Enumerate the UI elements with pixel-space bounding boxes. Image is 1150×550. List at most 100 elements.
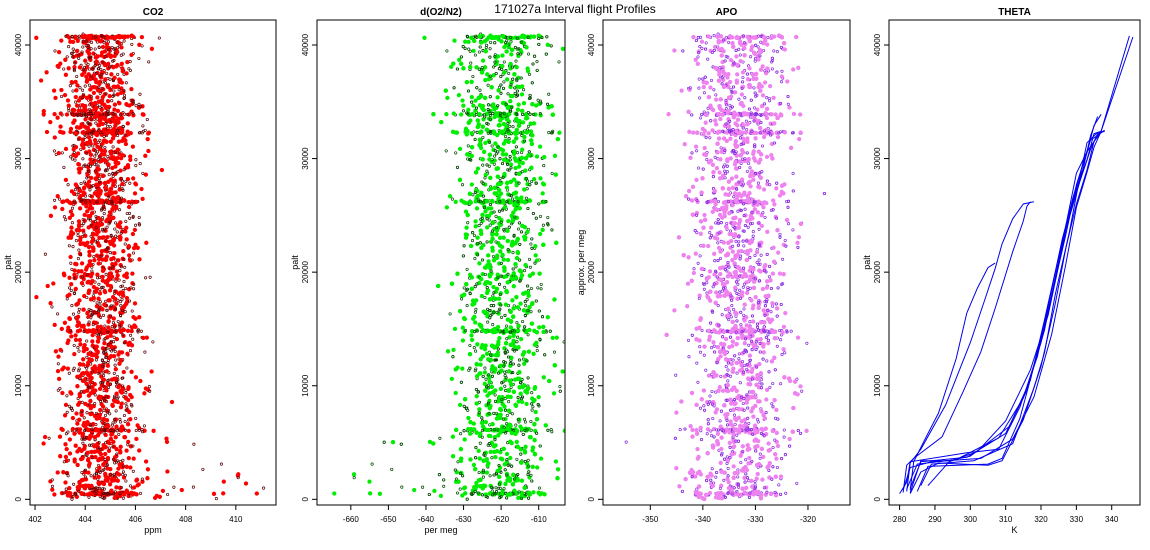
data-point bbox=[92, 473, 96, 477]
data-point bbox=[114, 409, 118, 413]
data-point bbox=[480, 424, 486, 429]
data-point bbox=[121, 369, 126, 375]
data-point bbox=[87, 128, 92, 133]
data-point bbox=[128, 216, 132, 220]
data-point bbox=[109, 344, 114, 350]
data-point bbox=[114, 447, 119, 452]
data-point bbox=[116, 133, 120, 138]
data-point bbox=[100, 274, 105, 280]
data-point bbox=[105, 225, 109, 229]
data-point bbox=[532, 437, 537, 443]
data-point bbox=[532, 452, 538, 457]
data-point bbox=[531, 351, 536, 356]
data-point bbox=[82, 416, 86, 420]
data-point bbox=[70, 157, 74, 161]
data-point bbox=[526, 386, 531, 391]
data-point bbox=[126, 428, 131, 434]
data-point bbox=[390, 439, 396, 445]
data-point bbox=[109, 377, 115, 382]
data-point bbox=[115, 380, 119, 384]
data-point bbox=[515, 107, 521, 112]
data-point bbox=[523, 156, 529, 161]
data-point bbox=[468, 431, 473, 436]
data-point bbox=[104, 92, 108, 96]
data-point bbox=[142, 391, 147, 396]
data-point bbox=[86, 179, 92, 184]
data-point bbox=[504, 185, 510, 190]
data-point bbox=[104, 248, 108, 252]
data-point bbox=[521, 291, 526, 296]
data-point bbox=[118, 444, 123, 449]
data-point bbox=[535, 60, 539, 64]
data-point bbox=[93, 149, 98, 153]
data-point bbox=[96, 188, 101, 193]
data-point bbox=[503, 370, 507, 374]
data-point bbox=[93, 47, 97, 51]
data-point bbox=[97, 155, 101, 159]
data-point bbox=[508, 158, 512, 162]
data-point bbox=[84, 39, 88, 43]
data-point bbox=[69, 51, 74, 55]
data-point bbox=[94, 471, 98, 475]
data-point bbox=[98, 115, 104, 120]
data-point bbox=[540, 35, 544, 40]
data-point bbox=[478, 362, 483, 367]
data-point bbox=[129, 325, 135, 330]
data-point bbox=[483, 366, 487, 370]
data-point bbox=[480, 258, 485, 262]
data-point bbox=[88, 188, 92, 192]
data-point bbox=[221, 491, 226, 496]
x-tick-label: 406 bbox=[129, 515, 143, 524]
data-point bbox=[120, 69, 125, 74]
data-point bbox=[131, 485, 137, 490]
data-point bbox=[76, 233, 80, 238]
data-point bbox=[88, 164, 93, 168]
data-point bbox=[516, 345, 521, 350]
data-point bbox=[464, 406, 468, 411]
data-point bbox=[102, 351, 106, 355]
data-point bbox=[107, 288, 113, 293]
data-point bbox=[495, 472, 499, 476]
data-point bbox=[505, 337, 509, 341]
data-point bbox=[137, 102, 141, 106]
data-point bbox=[530, 391, 534, 395]
data-point bbox=[128, 299, 132, 303]
data-point bbox=[138, 92, 142, 96]
data-point bbox=[69, 79, 74, 85]
data-point bbox=[74, 302, 79, 307]
data-point bbox=[498, 222, 504, 227]
data-point bbox=[490, 229, 494, 233]
data-point bbox=[84, 388, 90, 393]
data-point bbox=[513, 215, 517, 219]
data-point bbox=[99, 148, 104, 153]
data-point bbox=[522, 361, 527, 366]
data-point bbox=[77, 310, 81, 314]
data-point bbox=[111, 171, 115, 175]
data-point bbox=[116, 459, 120, 463]
data-point bbox=[486, 259, 491, 264]
data-point bbox=[159, 167, 165, 173]
data-point bbox=[534, 154, 540, 159]
data-point bbox=[125, 405, 129, 409]
data-point bbox=[94, 35, 98, 39]
data-point bbox=[88, 103, 92, 107]
data-point bbox=[472, 427, 477, 432]
data-point bbox=[138, 378, 143, 384]
data-point bbox=[78, 374, 83, 379]
data-point bbox=[67, 244, 71, 248]
data-point bbox=[82, 293, 87, 299]
data-point bbox=[489, 353, 493, 357]
data-point bbox=[103, 280, 108, 285]
data-point bbox=[493, 149, 497, 153]
data-point bbox=[106, 423, 111, 429]
data-point bbox=[219, 462, 223, 466]
data-point bbox=[488, 74, 492, 78]
data-point bbox=[132, 301, 138, 306]
data-point bbox=[469, 333, 474, 338]
data-point bbox=[453, 390, 458, 396]
data-point bbox=[541, 329, 546, 335]
data-point bbox=[367, 491, 373, 496]
data-point bbox=[108, 267, 112, 271]
data-point bbox=[497, 209, 502, 213]
data-point bbox=[115, 62, 120, 68]
